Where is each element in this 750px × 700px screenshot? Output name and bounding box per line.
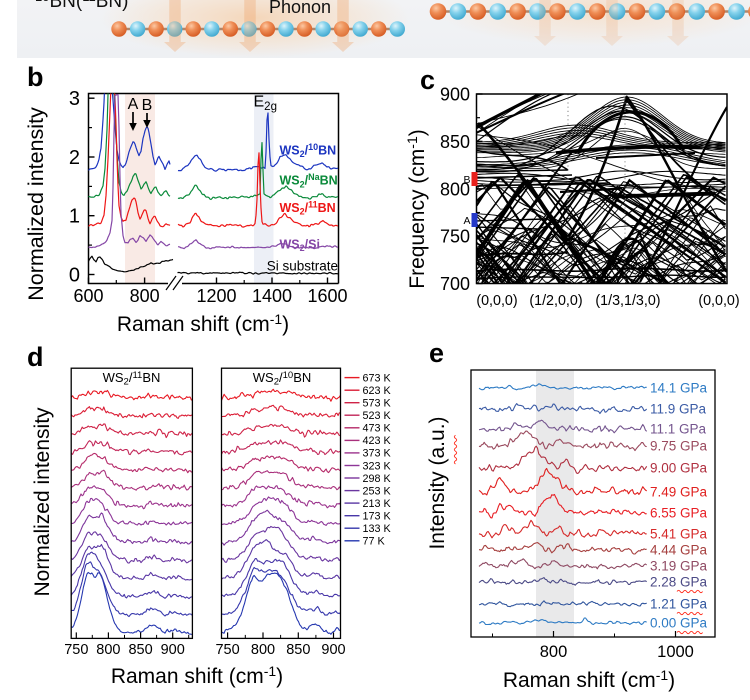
svg-text:3.19 GPa: 3.19 GPa [650, 559, 708, 574]
svg-text:523 K: 523 K [363, 410, 392, 422]
svg-text:1.21 GPa: 1.21 GPa [650, 597, 708, 612]
svg-text:1600: 1600 [307, 286, 347, 306]
svg-text:Normalized intensity: Normalized intensity [24, 107, 48, 301]
svg-text:d: d [27, 342, 44, 372]
svg-text:750: 750 [215, 642, 239, 658]
svg-text:6.55 GPa: 6.55 GPa [650, 506, 708, 521]
svg-text:0: 0 [69, 265, 80, 287]
svg-text:9.75 GPa: 9.75 GPa [650, 439, 708, 454]
svg-text:(0,0,0): (0,0,0) [698, 293, 739, 309]
svg-text:b: b [27, 62, 44, 92]
svg-text:Raman shift (cm-1): Raman shift (cm-1) [111, 663, 283, 688]
svg-text:B: B [142, 97, 153, 114]
svg-text:Phonon: Phonon [269, 0, 331, 17]
svg-text:1200: 1200 [196, 286, 236, 306]
svg-text:(1/3,1/3,0): (1/3,1/3,0) [595, 293, 660, 309]
svg-text:173 K: 173 K [363, 511, 392, 523]
svg-text:9.00 GPa: 9.00 GPa [650, 461, 708, 476]
svg-text:WS2/11BN: WS2/11BN [280, 199, 336, 216]
svg-text:800: 800 [440, 179, 470, 199]
svg-text:800: 800 [130, 286, 160, 306]
svg-text:Intensity (a.u.): Intensity (a.u.) [426, 416, 449, 549]
svg-text:750: 750 [440, 227, 470, 247]
svg-text:600: 600 [73, 286, 103, 306]
svg-text:573 K: 573 K [363, 398, 392, 410]
svg-text:900: 900 [440, 85, 470, 105]
svg-text:133 K: 133 K [363, 523, 392, 535]
svg-text:Raman shift (cm-1): Raman shift (cm-1) [503, 667, 675, 692]
svg-text:(0,0,0): (0,0,0) [476, 293, 517, 309]
svg-text:1400: 1400 [252, 286, 292, 306]
svg-text:423 K: 423 K [363, 435, 392, 447]
svg-text:14.1 GPa: 14.1 GPa [650, 381, 708, 396]
svg-text:800: 800 [96, 642, 120, 658]
svg-text:4.44 GPa: 4.44 GPa [650, 543, 708, 558]
svg-text:WS2/NaBN: WS2/NaBN [280, 172, 338, 189]
svg-text:e: e [429, 338, 444, 368]
svg-text:77 K: 77 K [363, 536, 386, 548]
svg-text:323 K: 323 K [363, 460, 392, 472]
svg-text:WS2/11BN: WS2/11BN [103, 370, 161, 388]
svg-text:5.41 GPa: 5.41 GPa [650, 527, 708, 542]
svg-text:11.9 GPa: 11.9 GPa [650, 402, 707, 417]
svg-text:7.49 GPa: 7.49 GPa [650, 485, 708, 500]
svg-text:Si substrate: Si substrate [267, 259, 338, 274]
svg-text:900: 900 [161, 642, 185, 658]
svg-text:623 K: 623 K [363, 385, 392, 397]
svg-text:673 K: 673 K [363, 372, 392, 384]
svg-text:c: c [420, 65, 435, 95]
svg-text:700: 700 [440, 274, 470, 294]
svg-text:A: A [128, 96, 139, 113]
svg-text:Normalized intensity: Normalized intensity [31, 407, 54, 597]
svg-text:Frequency (cm-1): Frequency (cm-1) [404, 129, 429, 289]
svg-text:850: 850 [128, 642, 152, 658]
svg-text:3: 3 [69, 88, 80, 110]
svg-text:WS2/Si: WS2/Si [280, 237, 320, 253]
svg-text:298 K: 298 K [363, 473, 392, 485]
svg-text:1000: 1000 [657, 643, 694, 661]
svg-text:900: 900 [321, 642, 345, 658]
svg-text:750: 750 [64, 642, 88, 658]
svg-text:10BN(11BN): 10BN(11BN) [35, 0, 128, 12]
svg-text:B: B [463, 174, 470, 186]
svg-text:1: 1 [69, 206, 80, 228]
svg-text:850: 850 [286, 642, 310, 658]
svg-text:0.00 GPa: 0.00 GPa [650, 616, 708, 631]
svg-text:800: 800 [251, 642, 275, 658]
svg-text:(1/2,0,0): (1/2,0,0) [529, 293, 582, 309]
svg-text:WS2/10BN: WS2/10BN [253, 370, 312, 388]
svg-text:Raman shift (cm-1): Raman shift (cm-1) [117, 311, 289, 336]
svg-text:A: A [463, 215, 470, 227]
svg-text:373 K: 373 K [363, 448, 392, 460]
svg-text:253 K: 253 K [363, 485, 392, 497]
svg-text:2: 2 [69, 147, 80, 169]
svg-text:800: 800 [540, 643, 568, 661]
svg-text:213 K: 213 K [363, 498, 392, 510]
svg-text:473 K: 473 K [363, 423, 392, 435]
svg-text:WS2/10BN: WS2/10BN [280, 142, 337, 159]
svg-text:11.1 GPa: 11.1 GPa [650, 422, 707, 437]
svg-text:2.28 GPa: 2.28 GPa [650, 575, 708, 590]
svg-text:850: 850 [440, 132, 470, 152]
